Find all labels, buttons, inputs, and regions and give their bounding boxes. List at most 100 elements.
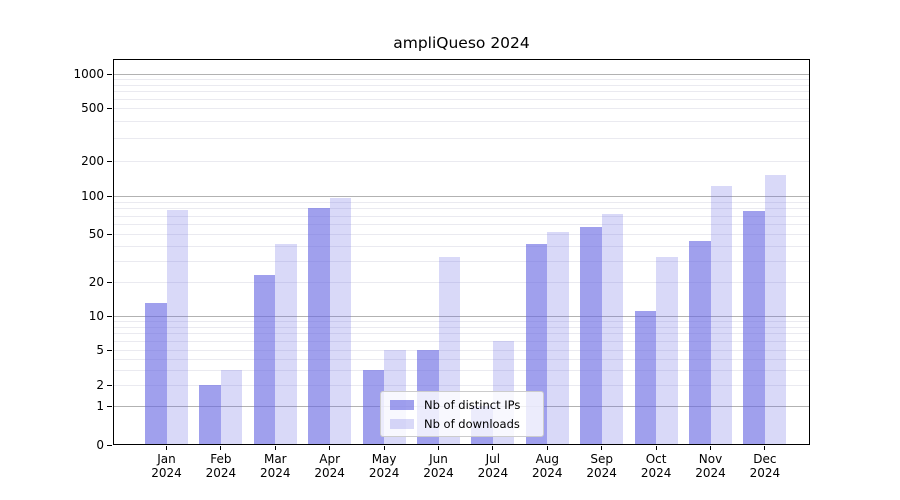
y-axis-tick <box>107 316 112 317</box>
minor-gridline <box>114 215 809 217</box>
y-axis-tick-label: 20 <box>88 275 104 289</box>
bar-ips-jan <box>145 303 167 445</box>
bar-ips-may <box>362 369 385 445</box>
y-axis-tick-label: 1000 <box>73 67 104 81</box>
minor-gridline <box>114 369 809 371</box>
y-axis-tick <box>107 282 112 283</box>
minor-gridline <box>114 99 809 101</box>
minor-gridline <box>114 137 809 139</box>
x-tick-year: 2024 <box>477 466 509 480</box>
minor-gridline <box>114 91 809 93</box>
x-axis-tick-label: Jan 2024 <box>135 452 199 480</box>
x-axis-tick-label: Oct 2024 <box>624 452 688 480</box>
bar-ips-sep <box>580 226 602 445</box>
bar-downloads-oct <box>656 257 678 445</box>
x-axis-tick <box>546 446 548 450</box>
x-tick-year: 2024 <box>695 466 726 480</box>
minor-gridline <box>114 234 809 235</box>
major-gridline <box>114 196 809 197</box>
x-tick-year: 2024 <box>368 466 400 480</box>
minor-gridline <box>114 282 809 283</box>
bar-downloads-dec <box>764 175 787 445</box>
bar-downloads-feb <box>220 369 243 445</box>
major-gridline <box>114 74 809 75</box>
x-tick-year: 2024 <box>749 466 781 480</box>
legend-item-downloads: Nb of downloads <box>390 417 535 431</box>
bar-ips-mar <box>253 274 276 445</box>
y-axis-tick-label: 200 <box>81 154 104 168</box>
x-tick-month: Apr <box>319 452 341 466</box>
x-axis-tick <box>601 446 603 450</box>
minor-gridline <box>114 321 809 323</box>
x-tick-month: Jul <box>485 452 501 466</box>
x-tick-month: May <box>371 452 397 466</box>
y-axis-tick-label: 0 <box>96 438 104 452</box>
minor-gridline <box>114 341 809 343</box>
minor-gridline <box>114 108 809 109</box>
minor-gridline <box>114 84 809 86</box>
y-axis-tick <box>107 385 112 386</box>
legend-label-downloads: Nb of downloads <box>424 416 520 431</box>
x-axis-tick-label: Aug 2024 <box>515 452 579 480</box>
x-axis-tick-label: Jul 2024 <box>461 452 525 480</box>
x-tick-month: Jan <box>157 452 176 466</box>
chart-title: ampliQueso 2024 <box>393 34 530 52</box>
minor-gridline <box>114 326 809 328</box>
y-axis-tick-label: 50 <box>88 227 104 241</box>
x-axis-tick-label: Jun 2024 <box>407 452 471 480</box>
y-axis-tick <box>107 74 112 75</box>
x-axis-tick <box>274 446 276 450</box>
major-gridline <box>114 316 809 317</box>
minor-gridline <box>114 350 809 351</box>
x-tick-month: Feb <box>210 452 232 466</box>
y-axis-tick-label: 2 <box>96 378 104 392</box>
x-tick-month: Mar <box>263 452 287 466</box>
x-tick-month: Jun <box>429 452 448 466</box>
x-axis-tick <box>438 446 439 450</box>
y-axis-tick <box>107 108 112 109</box>
x-tick-month: Aug <box>535 452 560 466</box>
x-axis-tick <box>710 446 711 450</box>
y-axis-tick <box>107 406 112 407</box>
x-axis-tick <box>166 446 167 450</box>
x-tick-month: Dec <box>753 452 777 466</box>
x-tick-year: 2024 <box>151 466 182 480</box>
minor-gridline <box>114 161 809 162</box>
legend-swatch-distinct-ips <box>390 399 414 410</box>
x-tick-month: Oct <box>645 452 667 466</box>
x-axis-tick-label: Apr 2024 <box>298 452 362 480</box>
bar-ips-apr <box>308 208 330 445</box>
x-tick-month: Nov <box>698 452 723 466</box>
x-axis-tick-label: Sep 2024 <box>570 452 634 480</box>
x-axis-tick <box>492 446 494 450</box>
x-tick-year: 2024 <box>586 466 617 480</box>
x-axis-tick-label: Feb 2024 <box>189 452 253 480</box>
x-axis-tick-label: Dec 2024 <box>733 452 797 480</box>
x-tick-year: 2024 <box>423 466 454 480</box>
bar-downloads-mar <box>275 244 297 445</box>
x-axis-tick <box>383 446 385 450</box>
minor-gridline <box>114 79 809 81</box>
x-axis-tick-label: Mar 2024 <box>243 452 307 480</box>
y-axis-tick-label: 10 <box>88 309 104 323</box>
legend-label-distinct-ips: Nb of distinct IPs <box>424 397 521 412</box>
bar-downloads-apr <box>329 198 352 445</box>
x-axis-tick <box>764 446 766 450</box>
x-axis-tick-label: May 2024 <box>352 452 416 480</box>
y-axis-tick <box>107 161 112 162</box>
y-axis-tick <box>107 445 112 446</box>
minor-gridline <box>114 358 809 360</box>
x-tick-year: 2024 <box>532 466 563 480</box>
y-axis-tick <box>107 196 112 197</box>
bar-downloads-aug <box>547 231 569 445</box>
bar-downloads-jan <box>166 209 188 445</box>
x-axis-tick-label: Nov 2024 <box>679 452 743 480</box>
bar-downloads-nov <box>710 186 732 445</box>
minor-gridline <box>114 245 809 247</box>
bar-ips-nov <box>689 240 711 445</box>
y-axis-tick <box>107 350 112 351</box>
minor-gridline <box>114 120 809 122</box>
minor-gridline <box>114 201 809 203</box>
bar-downloads-sep <box>601 214 624 445</box>
